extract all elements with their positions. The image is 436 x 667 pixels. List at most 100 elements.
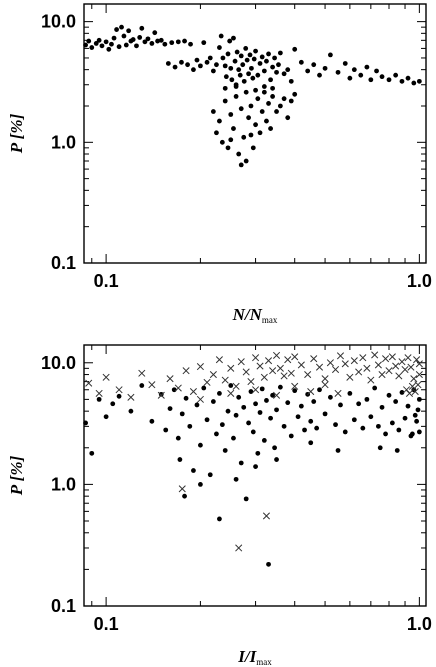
data-point [158,391,164,397]
data-point-cross [374,361,382,369]
data-point [360,425,366,431]
data-point [89,450,95,456]
data-point [259,54,265,60]
data-point [121,33,127,39]
data-point [356,401,362,407]
data-point-cross [174,384,182,392]
data-point-cross [157,391,165,399]
data-point [412,412,418,418]
data-point [204,59,210,65]
data-point [246,71,251,77]
data-point-cross [280,372,288,380]
data-point [232,58,238,64]
data-point [214,431,219,437]
data-point [311,62,317,68]
data-point [411,80,417,86]
data-point [308,440,314,446]
data-point [274,407,279,413]
data-point-cross [398,358,406,366]
data-point [288,98,294,104]
data-point [253,122,258,128]
data-point [175,435,181,441]
data-point [191,67,196,73]
data-point [268,77,273,83]
data-point [261,84,267,89]
data-point [322,411,328,417]
data-point [270,85,275,91]
data-point [257,410,263,415]
data-point [183,395,189,401]
data-point [292,91,298,97]
data-point [335,448,341,453]
data-point-cross [336,352,345,360]
y-tick-label: 0.1 [51,596,76,616]
data-point-cross [264,357,273,365]
data-point [311,399,317,404]
data-point [264,58,269,64]
data-point-cross [392,362,400,370]
data-point [228,137,234,143]
data-point [261,89,267,95]
data-point-cross [371,351,379,359]
data-point [399,390,405,395]
data-point-cross [321,381,329,389]
y-axis-label: P [%] [7,113,26,154]
data-point [416,396,422,402]
data-point [128,408,134,414]
data-point [268,415,273,421]
data-point [338,402,343,408]
data-point [298,59,304,65]
data-point-cross [237,358,245,366]
data-point [285,67,291,73]
data-point [255,450,261,456]
data-point [116,44,122,50]
data-point [110,401,116,407]
data-point [368,414,374,420]
data-point-cross [355,368,363,376]
data-point [217,390,222,396]
data-point-cross [388,353,396,361]
data-point-cross [385,367,393,375]
data-point-cross [138,369,146,377]
data-point-cross [227,364,235,372]
data-point [342,429,348,435]
data-point [317,72,322,78]
data-point [126,28,132,34]
data-point-cross [402,386,411,394]
data-point [217,45,222,50]
data-point [187,423,193,429]
data-point-cross [252,386,260,394]
data-point [322,65,328,71]
data-point [234,49,240,55]
data-point [182,493,187,499]
data-point [229,77,235,83]
data-point [342,61,348,66]
data-point [281,71,287,77]
data-point [253,87,258,93]
data-point-cross [413,356,421,364]
data-point [198,442,203,448]
data-point [220,55,226,61]
data-point [266,101,271,106]
data-point [109,41,114,47]
data-point [207,472,213,478]
y-tick-label: 1.0 [51,474,76,494]
data-point [243,158,249,164]
data-point-cross [95,389,103,397]
data-point [233,476,239,482]
data-point [259,109,265,114]
data-point [243,89,249,95]
data-point [281,96,287,102]
y-tick-label: 1.0 [51,132,76,152]
data-point [302,427,307,433]
data-point [333,422,338,428]
data-point [379,74,385,80]
data-point [266,51,271,57]
data-point-cross [367,376,375,384]
data-point [238,460,244,466]
data-point [241,78,247,84]
data-point [259,386,265,392]
data-point [152,30,158,36]
data-point [177,457,183,462]
